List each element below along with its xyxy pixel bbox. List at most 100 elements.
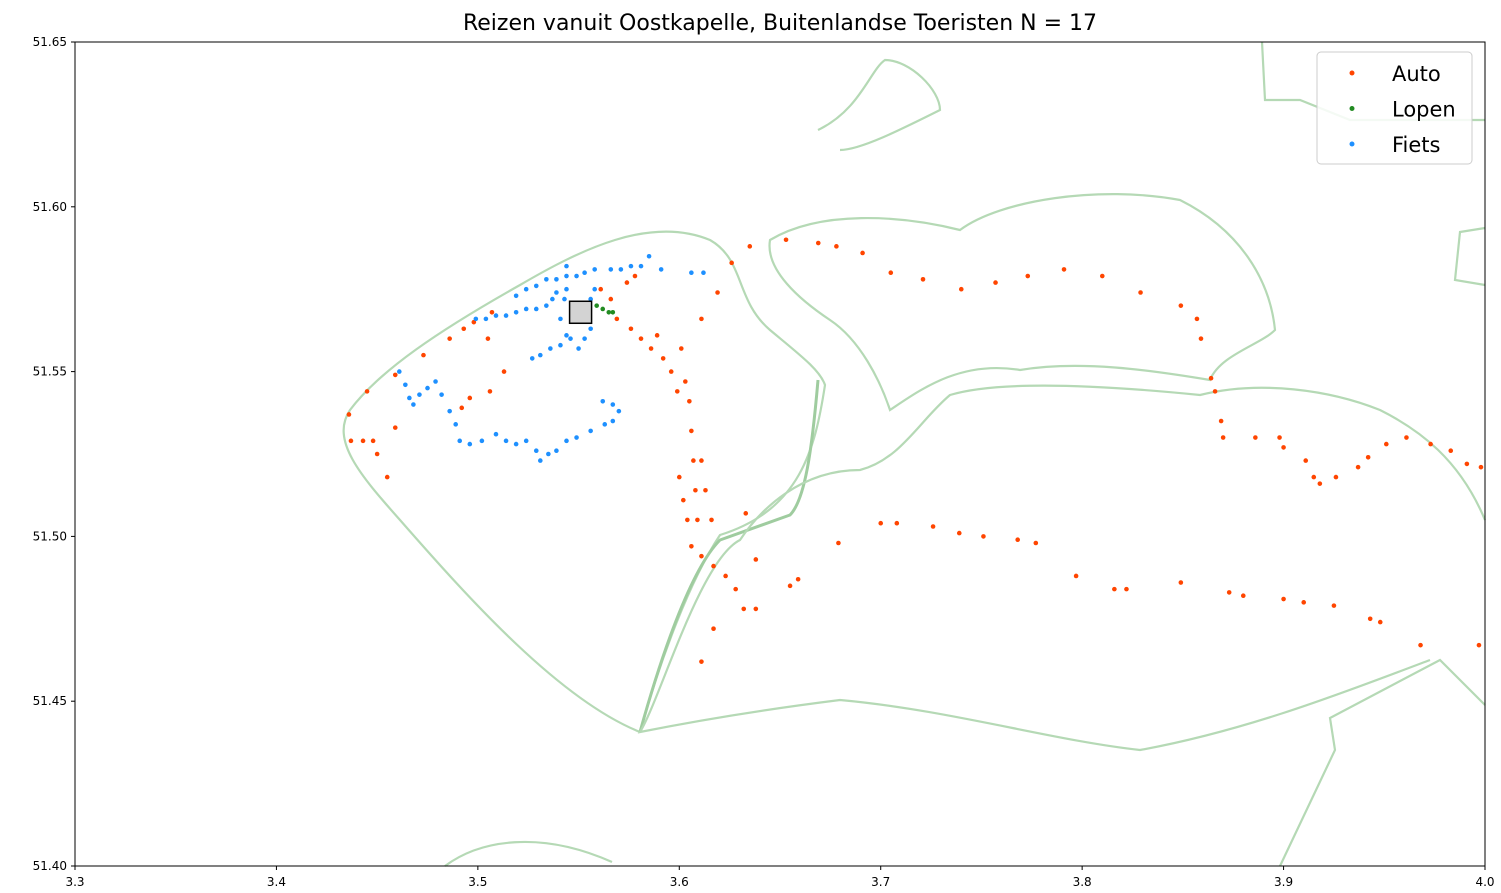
point <box>554 290 559 295</box>
legend-marker <box>1349 106 1355 111</box>
point <box>493 431 499 437</box>
point <box>588 428 593 434</box>
legend-label: Fiets <box>1392 133 1440 157</box>
point <box>860 250 865 256</box>
point <box>699 659 704 664</box>
point <box>1404 435 1409 440</box>
point <box>467 441 473 447</box>
point <box>523 306 529 312</box>
point <box>930 524 936 529</box>
point <box>701 270 706 276</box>
point <box>638 263 644 269</box>
point <box>703 487 708 493</box>
y-tick-label: 51.65 <box>33 35 67 49</box>
coast-zuid-beveland <box>637 384 1487 752</box>
point <box>461 326 467 332</box>
point <box>674 389 680 394</box>
point <box>457 438 463 444</box>
x-tick-label: 3.5 <box>468 875 487 889</box>
point <box>503 313 509 318</box>
coast-dam <box>638 379 820 733</box>
point <box>606 309 612 315</box>
point <box>981 534 986 539</box>
point <box>836 540 841 546</box>
point <box>533 448 539 454</box>
point <box>1448 448 1454 454</box>
point <box>743 511 749 516</box>
point <box>602 422 608 427</box>
point <box>1303 458 1309 463</box>
point <box>1124 586 1129 592</box>
point <box>888 270 894 276</box>
point <box>783 237 789 243</box>
point <box>503 438 509 444</box>
legend-marker <box>1349 70 1355 76</box>
point <box>668 369 674 374</box>
point <box>425 385 430 391</box>
point <box>1355 464 1361 470</box>
point <box>894 520 900 526</box>
point <box>1418 642 1423 648</box>
point <box>453 422 459 427</box>
point <box>439 392 444 397</box>
point <box>679 346 684 351</box>
point <box>588 326 593 332</box>
point <box>564 273 569 279</box>
point <box>360 438 366 444</box>
point <box>729 260 734 266</box>
point <box>501 369 507 374</box>
point <box>485 336 491 341</box>
point <box>608 267 614 272</box>
point <box>628 263 634 269</box>
point <box>564 438 569 444</box>
point <box>699 316 704 322</box>
point <box>1198 336 1204 341</box>
point <box>538 458 543 463</box>
point <box>693 487 698 493</box>
x-tick-label: 3.9 <box>1274 875 1293 889</box>
point <box>1277 435 1282 440</box>
point <box>513 293 519 299</box>
point <box>715 290 720 295</box>
point <box>1240 593 1246 599</box>
point <box>582 270 587 276</box>
point <box>878 520 884 526</box>
point <box>598 286 604 292</box>
point <box>392 425 398 430</box>
point <box>513 441 519 447</box>
coast-walcheren <box>342 230 827 734</box>
point <box>548 346 553 351</box>
point <box>374 451 380 457</box>
point <box>747 244 753 249</box>
point <box>554 277 559 282</box>
point <box>1212 389 1218 394</box>
point <box>699 553 704 559</box>
point <box>544 277 549 282</box>
point <box>753 606 759 612</box>
point <box>544 303 549 308</box>
x-tick-label: 3.4 <box>267 875 286 889</box>
point <box>564 286 569 292</box>
point <box>564 263 569 269</box>
point <box>1311 474 1317 480</box>
x-tick-label: 4.0 <box>1475 875 1494 889</box>
point <box>1478 464 1484 470</box>
point <box>689 270 694 276</box>
legend-box <box>1316 51 1473 165</box>
point <box>1253 435 1258 440</box>
point <box>600 398 606 404</box>
point <box>529 356 535 361</box>
point <box>346 412 352 417</box>
y-tick-label: 51.60 <box>33 200 67 214</box>
point <box>709 517 714 523</box>
point <box>1112 586 1117 592</box>
point <box>370 438 376 444</box>
point <box>348 438 354 444</box>
point <box>1476 642 1482 648</box>
point <box>1317 481 1323 486</box>
point <box>384 474 390 480</box>
point <box>1099 273 1105 279</box>
legend-label: Lopen <box>1392 98 1456 122</box>
